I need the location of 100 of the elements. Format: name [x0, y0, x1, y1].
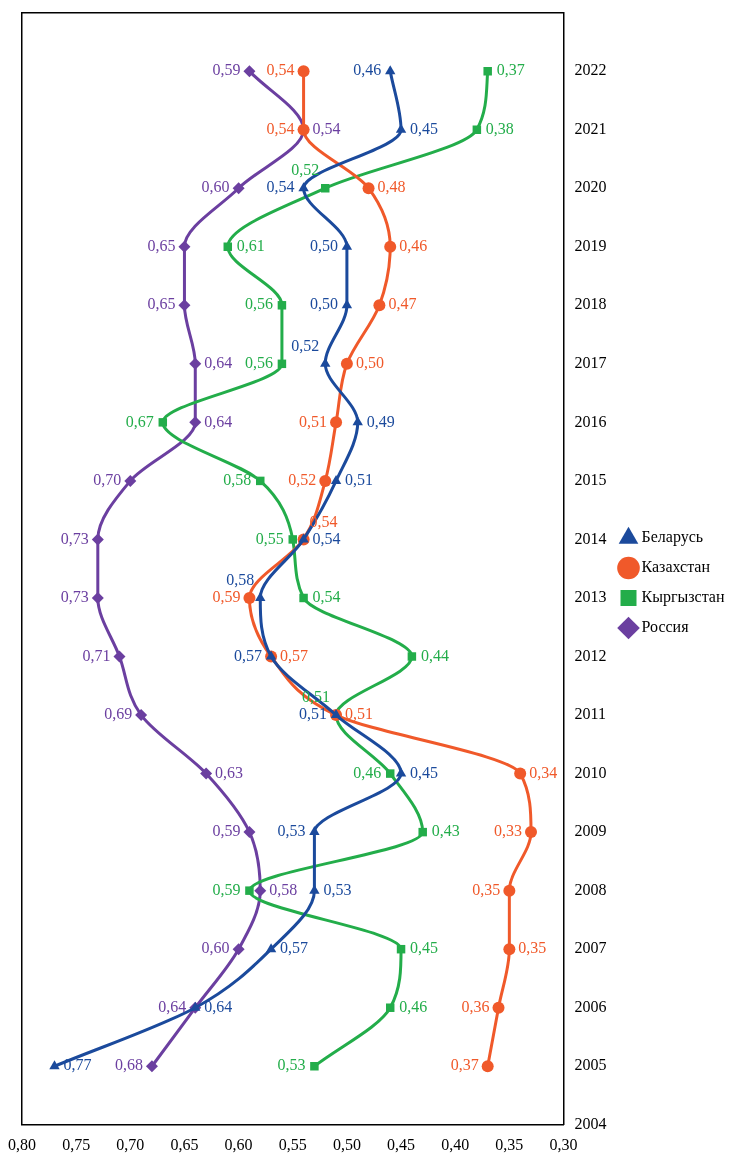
data-label: 0,64	[158, 997, 187, 1015]
data-label: 0,49	[366, 412, 395, 430]
y-tick-label: 2020	[574, 178, 607, 196]
x-tick-label: 0,30	[549, 1135, 578, 1153]
data-label: 0,65	[147, 295, 176, 313]
data-label: 0,47	[388, 295, 417, 313]
data-label: 0,53	[277, 822, 306, 840]
y-tick-label: 2006	[574, 997, 607, 1015]
data-label: 0,37	[496, 61, 525, 79]
y-tick-label: 2004	[574, 1115, 607, 1132]
data-label: 0,54	[266, 119, 295, 137]
data-label: 0,52	[288, 471, 317, 489]
data-label: 0,45	[410, 939, 439, 957]
data-label: 0,59	[212, 880, 241, 898]
data-label: 0,38	[485, 119, 514, 137]
data-label: 0,36	[461, 997, 490, 1015]
data-label: 0,34	[529, 763, 558, 781]
x-tick-label: 0,60	[224, 1135, 253, 1153]
legend-label: Россия	[641, 618, 690, 636]
y-tick-label: 2007	[574, 939, 607, 957]
y-tick-label: 2010	[574, 763, 607, 781]
y-tick-label: 2011	[574, 705, 606, 723]
data-label: 0,54	[312, 119, 341, 137]
data-label: 0,69	[104, 705, 133, 723]
y-tick-label: 2008	[574, 880, 607, 898]
x-tick-label: 0,75	[62, 1135, 91, 1153]
data-label: 0,54	[312, 588, 341, 606]
x-tick-label: 0,45	[387, 1135, 416, 1153]
data-label: 0,64	[204, 997, 233, 1015]
y-tick-label: 2016	[574, 412, 607, 430]
data-label: 0,63	[215, 763, 244, 781]
data-label: 0,58	[269, 880, 298, 898]
data-label: 0,54	[266, 178, 295, 196]
data-label: 0,50	[309, 236, 338, 254]
x-tick-label: 0,65	[170, 1135, 199, 1153]
data-label: 0,51	[345, 705, 374, 723]
data-label: 0,54	[312, 529, 341, 547]
data-label: 0,58	[223, 471, 252, 489]
data-label: 0,46	[353, 763, 382, 781]
data-label: 0,56	[244, 354, 273, 372]
data-label: 0,33	[494, 822, 523, 840]
legend-label: Казахстан	[641, 558, 711, 576]
data-label: 0,58	[226, 571, 255, 589]
data-label: 0,51	[345, 471, 374, 489]
x-tick-label: 0,50	[332, 1135, 361, 1153]
legend-label: Кыргызстан	[641, 588, 725, 607]
data-label: 0,60	[201, 939, 230, 957]
data-label: 0,70	[93, 471, 122, 489]
data-label: 0,52	[291, 161, 320, 179]
y-tick-label: 2021	[574, 119, 607, 137]
data-label: 0,50	[355, 354, 384, 372]
data-label: 0,44	[420, 646, 449, 664]
data-label: 0,67	[125, 412, 154, 430]
data-label: 0,46	[399, 997, 428, 1015]
x-tick-label: 0,70	[116, 1135, 145, 1153]
data-label: 0,57	[234, 646, 263, 664]
data-label: 0,59	[212, 588, 241, 606]
legend-label: Беларусь	[641, 528, 704, 547]
y-tick-label: 2022	[574, 61, 607, 79]
y-tick-label: 2018	[574, 295, 607, 313]
data-label: 0,55	[255, 529, 284, 547]
data-label: 0,65	[147, 236, 176, 254]
data-label: 0,71	[82, 646, 111, 664]
data-label: 0,59	[212, 61, 241, 79]
data-label: 0,56	[244, 295, 273, 313]
data-label: 0,60	[201, 178, 230, 196]
data-label: 0,46	[353, 61, 382, 79]
data-label: 0,64	[204, 412, 233, 430]
data-label: 0,61	[236, 236, 265, 254]
y-tick-label: 2005	[574, 1056, 607, 1074]
data-label: 0,64	[204, 354, 233, 372]
y-tick-label: 2017	[574, 354, 607, 372]
y-tick-label: 2012	[574, 646, 607, 664]
x-tick-label: 0,35	[495, 1135, 524, 1153]
y-tick-label: 2013	[574, 588, 607, 606]
x-tick-label: 0,80	[8, 1135, 36, 1153]
data-label: 0,52	[291, 337, 320, 355]
data-label: 0,53	[323, 880, 352, 898]
data-label: 0,45	[410, 763, 439, 781]
y-tick-label: 2009	[574, 822, 607, 840]
data-label: 0,73	[60, 588, 89, 606]
data-label: 0,50	[309, 295, 338, 313]
data-label: 0,73	[60, 529, 89, 547]
data-label: 0,51	[299, 412, 328, 430]
y-tick-label: 2014	[574, 529, 607, 547]
x-tick-label: 0,40	[441, 1135, 470, 1153]
data-label: 0,45	[410, 119, 439, 137]
data-label: 0,43	[431, 822, 460, 840]
data-label: 0,59	[212, 822, 241, 840]
data-label: 0,68	[114, 1056, 143, 1074]
x-tick-label: 0,55	[278, 1135, 307, 1153]
data-label: 0,35	[518, 939, 547, 957]
y-tick-label: 2019	[574, 236, 607, 254]
data-label: 0,57	[280, 939, 309, 957]
data-label: 0,53	[277, 1056, 306, 1074]
data-label: 0,37	[450, 1056, 479, 1074]
data-label: 0,57	[280, 646, 309, 664]
y-tick-label: 2015	[574, 471, 607, 489]
data-label: 0,54	[266, 61, 295, 79]
data-label: 0,35	[472, 880, 501, 898]
